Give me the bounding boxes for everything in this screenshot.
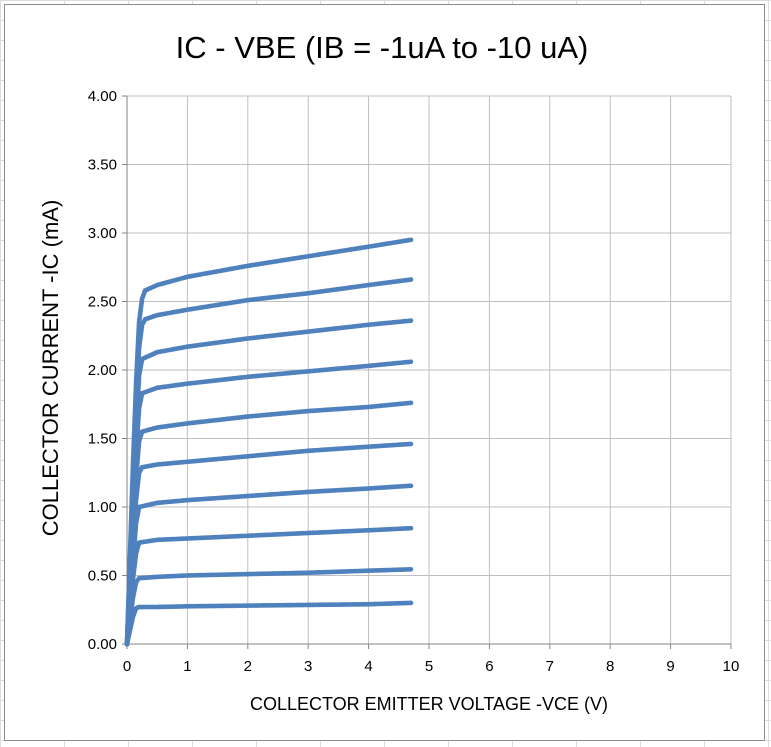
y-tick-label: 3.50 [88, 157, 117, 174]
x-tick-label: 5 [425, 658, 433, 675]
series-points [124, 600, 414, 647]
y-tick-label: 2.50 [88, 294, 117, 311]
data-point [408, 400, 414, 406]
data-points [124, 237, 414, 647]
plot-gridlines [126, 95, 732, 645]
series-points [124, 483, 414, 647]
x-tick-label: 2 [244, 658, 252, 675]
x-tick-label: 3 [304, 658, 312, 675]
x-tick-label: 4 [364, 658, 372, 675]
x-tick-label: 6 [485, 658, 493, 675]
y-tick-label: 1.50 [88, 431, 117, 448]
data-point [408, 566, 414, 572]
data-point [408, 525, 414, 531]
data-point [408, 441, 414, 447]
series-points [124, 400, 414, 647]
data-point [408, 277, 414, 282]
x-tick-label: 7 [546, 658, 554, 675]
x-tick-label: 0 [123, 658, 131, 675]
x-tick-label: 1 [183, 658, 191, 675]
y-tick-label: 1.00 [88, 499, 117, 516]
y-tick-label: 4.00 [88, 88, 117, 105]
data-point [408, 359, 414, 365]
series-points [124, 525, 414, 647]
series-points [124, 237, 414, 647]
data-point [408, 237, 414, 243]
y-tick-label: 0.00 [88, 636, 117, 653]
y-tick-label: 3.00 [88, 225, 117, 242]
y-axis-ticks: 0.00 0.50 1.00 1.50 2.00 2.50 3.00 3.50 4.00 [88, 88, 127, 653]
data-point [408, 318, 414, 324]
data-point [408, 483, 414, 489]
y-tick-label: 2.00 [88, 362, 117, 379]
y-tick-label: 0.50 [88, 568, 117, 585]
x-tick-label: 8 [606, 658, 614, 675]
x-axis-ticks: 0 1 2 3 4 5 6 7 8 9 10 [123, 644, 740, 675]
series-points [124, 441, 414, 647]
x-tick-label: 9 [666, 658, 674, 675]
y-axis-title: COLLECTOR CURRENT -IC (mA) [38, 200, 63, 537]
x-axis-title: COLLECTOR EMITTER VOLTAGE -VCE (V) [250, 694, 608, 714]
data-point [408, 600, 414, 606]
x-tick-label: 10 [723, 658, 740, 675]
chart-title: IC - VBE (IB = -1uA to -10 uA) [176, 30, 589, 65]
